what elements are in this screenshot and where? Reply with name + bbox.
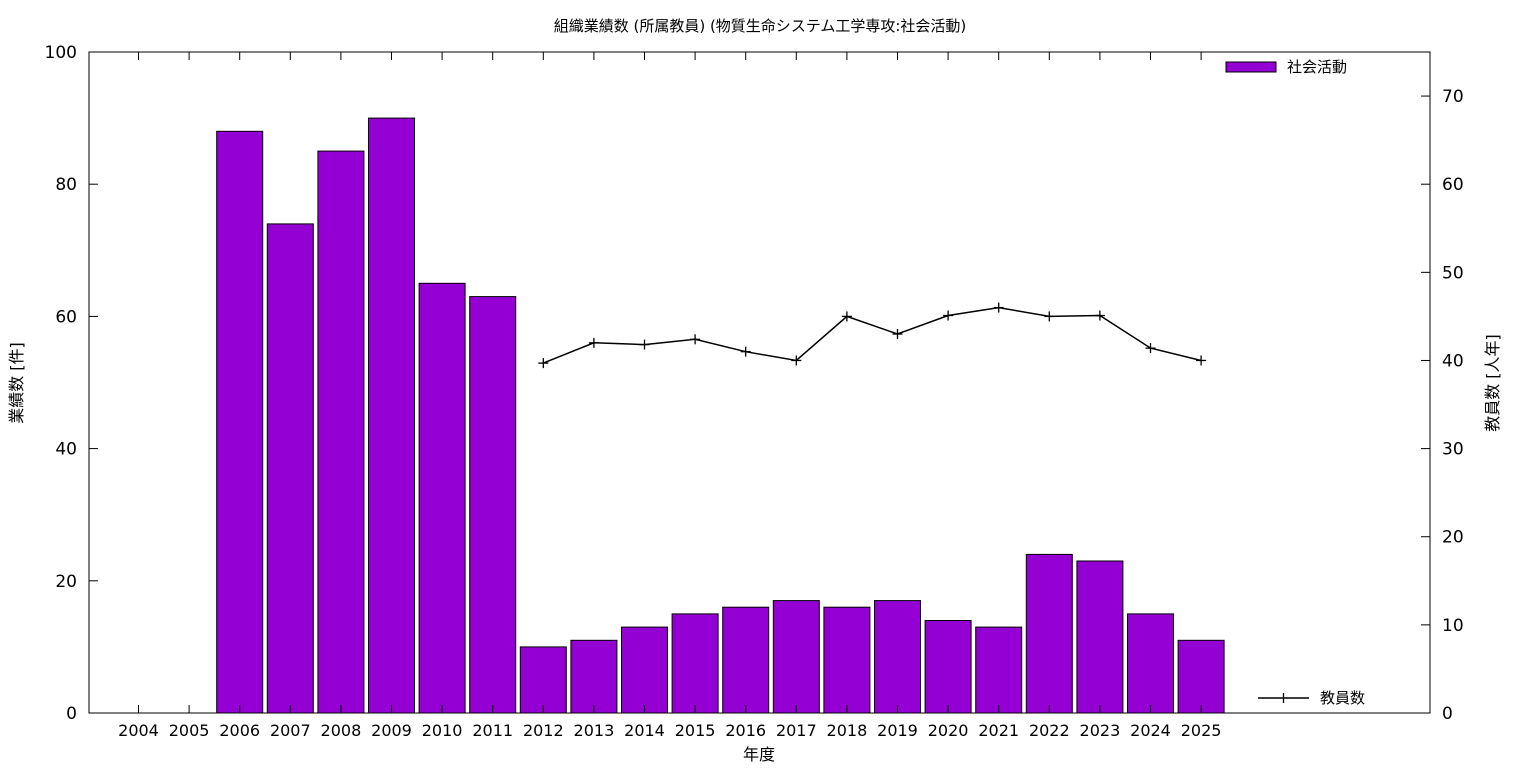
bar-2006 — [216, 130, 264, 714]
y-axis-label: 業績数 [件] — [7, 342, 26, 424]
x-tick-label: 2012 — [523, 721, 564, 740]
point-2015 — [690, 334, 701, 345]
point-2022 — [1044, 311, 1055, 322]
y-axis-right: 0 10 20 30 40 50 60 70 — [1421, 87, 1464, 724]
chart-title: 組織業績数 (所属教員) (物質生命システム工学専攻:社会活動) — [554, 17, 967, 35]
legend-label: 社会活動 — [1287, 58, 1347, 76]
plot-frame — [88, 51, 1431, 714]
y-tick-label: 80 — [55, 175, 77, 195]
bar-2007 — [266, 223, 314, 714]
legend-swatch-bar — [1225, 61, 1277, 73]
x-tick-label: 2015 — [675, 721, 716, 740]
x-tick-label: 2014 — [624, 721, 665, 740]
x-tick-label: 2024 — [1130, 721, 1171, 740]
bar-2020 — [924, 620, 972, 714]
bar-2024 — [1127, 613, 1174, 714]
x-tick-label: 2004 — [118, 721, 159, 740]
y2-tick-label: 40 — [1442, 351, 1464, 371]
bar-2016 — [722, 606, 770, 714]
bar-2014 — [621, 626, 668, 714]
x-tick-label: 2023 — [1080, 721, 1121, 740]
point-2019 — [892, 329, 903, 340]
point-2018 — [841, 311, 852, 322]
bar-2011 — [469, 296, 517, 714]
bar-2015 — [671, 613, 719, 714]
bar-2008 — [317, 150, 365, 714]
x-tick-label: 2007 — [270, 721, 311, 740]
bar-2010 — [418, 282, 466, 714]
point-2013 — [588, 337, 599, 348]
point-2023 — [1094, 310, 1105, 321]
y2-tick-label: 70 — [1442, 87, 1464, 107]
bar-2025 — [1177, 639, 1225, 714]
point-2021 — [993, 302, 1004, 313]
y-tick-label: 20 — [55, 572, 77, 592]
legend-item-social-activity: 社会活動 — [1225, 58, 1347, 76]
y-axis-left: 0 20 40 60 80 100 — [45, 43, 98, 724]
x-tick-label: 2018 — [827, 721, 868, 740]
bar-2018 — [823, 606, 871, 714]
y2-tick-label: 50 — [1442, 263, 1464, 283]
point-2020 — [943, 310, 954, 321]
bar-series — [216, 117, 1225, 714]
bar-2013 — [570, 639, 618, 714]
y-tick-label: 100 — [45, 43, 77, 63]
point-2014 — [639, 339, 650, 350]
y2-tick-label: 30 — [1442, 440, 1464, 460]
x-tick-label: 2020 — [928, 721, 969, 740]
x-tick-label: 2019 — [877, 721, 918, 740]
legend-label: 教員数 — [1320, 689, 1365, 707]
point-2025 — [1196, 355, 1207, 366]
line-series — [538, 302, 1207, 369]
bar-2017 — [772, 600, 820, 714]
legend-item-faculty-count: 教員数 — [1258, 689, 1365, 707]
x-tick-label: 2011 — [472, 721, 513, 740]
y2-tick-label: 60 — [1442, 175, 1464, 195]
x-tick-label: 2005 — [169, 721, 210, 740]
x-tick-label: 2013 — [574, 721, 615, 740]
x-axis-label: 年度 — [743, 745, 775, 764]
x-tick-label: 2006 — [219, 721, 260, 740]
y2-tick-label: 10 — [1442, 616, 1464, 636]
x-tick-label: 2008 — [321, 721, 362, 740]
y2-tick-label: 0 — [1442, 704, 1453, 724]
bar-2019 — [874, 600, 921, 714]
x-axis: 2004 2005 2006 2007 2008 2009 2010 2011 2012 2013… — [118, 52, 1221, 740]
point-2024 — [1145, 343, 1156, 354]
x-tick-label: 2016 — [725, 721, 766, 740]
y2-tick-label: 20 — [1442, 528, 1464, 548]
bar-2012 — [519, 646, 567, 714]
y2-axis-label: 教員数 [人年] — [1483, 334, 1502, 432]
y-tick-label: 60 — [55, 307, 77, 327]
line-faculty-count — [543, 306, 1202, 364]
bar-2021 — [975, 626, 1023, 714]
x-tick-label: 2010 — [422, 721, 463, 740]
point-2017 — [791, 355, 802, 366]
bar-2023 — [1076, 560, 1124, 714]
x-tick-label: 2025 — [1181, 721, 1222, 740]
x-tick-label: 2022 — [1029, 721, 1070, 740]
point-2012 — [538, 358, 549, 369]
y-tick-label: 0 — [66, 704, 77, 724]
bar-2022 — [1025, 553, 1073, 714]
y-tick-label: 40 — [55, 440, 77, 460]
x-tick-label: 2021 — [978, 721, 1019, 740]
x-tick-label: 2017 — [776, 721, 817, 740]
bar-2009 — [368, 117, 415, 714]
x-tick-label: 2009 — [371, 721, 412, 740]
point-2016 — [740, 346, 751, 357]
